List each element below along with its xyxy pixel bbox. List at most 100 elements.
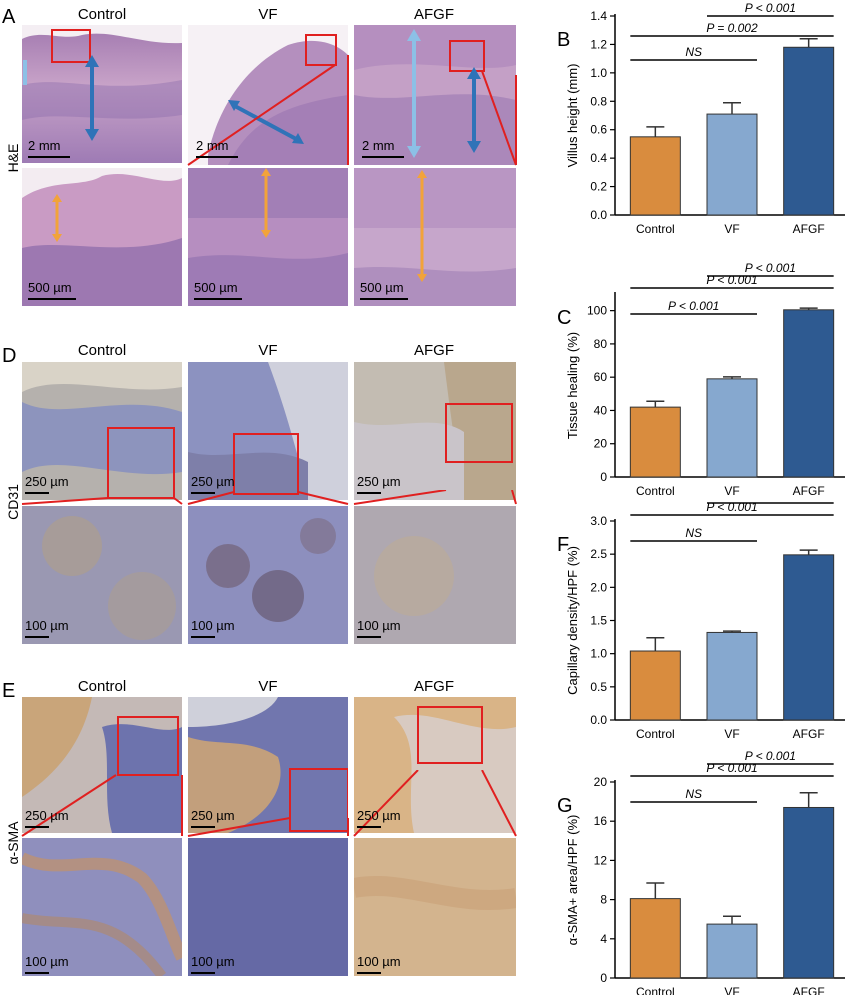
col-title-a-vf: VF	[258, 6, 278, 23]
bar-control	[629, 136, 681, 216]
significance-label: P < 0.001	[668, 299, 719, 313]
cd31-vf-zoom-image	[188, 506, 348, 644]
sma-vf-overview-image	[188, 697, 348, 833]
scale-label: 500 µm	[28, 280, 72, 295]
y-tick-label: 1.2	[590, 37, 607, 51]
y-tick-label: 1.5	[590, 614, 607, 628]
cd31-control-zoom-image	[22, 506, 182, 644]
y-tick-label: 20	[594, 437, 608, 451]
scale-bar-he-bottom-3: 500 µm	[360, 280, 408, 300]
x-tick-label: VF	[724, 484, 739, 498]
significance-label: NS	[685, 526, 702, 540]
y-tick-label: 0	[600, 470, 607, 484]
col-title-a-control: Control	[77, 6, 127, 23]
x-tick-label: Control	[636, 484, 675, 498]
sma-afgf-overview-image	[354, 697, 516, 833]
panel-letter-c: C	[557, 307, 571, 329]
panel-letter-g: G	[557, 795, 573, 817]
scale-label: 250 µm	[25, 474, 69, 489]
cd31-afgf-overview-image	[354, 362, 516, 500]
inset-connector-lines-d	[21, 490, 517, 505]
bar-vf	[706, 923, 758, 979]
scale-bar-he-top-2: 2 mm	[196, 138, 238, 158]
scale-bar-cd31-bottom-1: 100 µm	[25, 618, 69, 638]
he-afgf-zoom-image	[354, 168, 516, 306]
scale-bar-sma-bottom-2: 100 µm	[191, 954, 235, 974]
y-axis-label: α-SMA+ area/HPF (%)	[565, 815, 580, 946]
significance-label: P < 0.001	[706, 500, 757, 514]
chart-c-svg: C 0 20 40 60 80 100 Tissue healing (%) Control VF…	[557, 261, 845, 498]
chart-f-svg: F 0.0 0.5 1.0 1.5 2.0 2.5 3.0 Capillary density/…	[557, 488, 845, 741]
x-tick-label: Control	[636, 222, 675, 236]
y-axis-label: Capillary density/HPF (%)	[565, 546, 580, 695]
sma-vf-zoom-image	[188, 838, 348, 976]
chart-f: F 0.0 0.5 1.0 1.5 2.0 2.5 3.0 Capillary density/…	[525, 488, 855, 745]
scale-bar-he-top-1: 2 mm	[28, 138, 70, 158]
chart-b: B 0.0 0.2 0.4 0.6 0.8 1.0 1.2 1.4 Villus height (…	[525, 0, 855, 255]
scale-label: 2 mm	[196, 138, 229, 153]
chart-g: G 0 4 8 12 16 20 α-SMA+ area/HPF (%) Control VF AF…	[525, 745, 855, 1000]
y-tick-label: 80	[594, 337, 608, 351]
bar-afgf	[783, 806, 835, 979]
col-title-e-control: Control	[77, 678, 127, 695]
scale-label: 100 µm	[191, 618, 235, 633]
panel-letter-b: B	[557, 29, 570, 51]
he-control-overview-image	[22, 25, 182, 165]
scale-bar-cd31-top-2: 250 µm	[191, 474, 235, 494]
y-tick-label: 16	[594, 814, 608, 828]
y-tick-label: 0.0	[590, 208, 607, 222]
x-tick-label: Control	[636, 727, 675, 740]
x-tick-label: AFGF	[793, 727, 825, 740]
scale-label: 250 µm	[357, 808, 401, 823]
inset-connector-lines-a	[187, 55, 517, 166]
bar-vf	[706, 378, 758, 478]
scale-label: 500 µm	[194, 280, 238, 295]
significance-label: P < 0.001	[745, 500, 796, 502]
bar-afgf	[783, 46, 835, 216]
y-tick-label: 2.0	[590, 580, 607, 594]
col-title-a-afgf: AFGF	[414, 6, 454, 23]
y-tick-label: 12	[594, 853, 608, 867]
significance-label: NS	[685, 45, 702, 59]
scale-bar-sma-top-1: 250 µm	[25, 808, 69, 828]
y-axis-label: Villus height (mm)	[565, 64, 580, 168]
inset-connector-lines-e	[21, 770, 517, 837]
bar-afgf	[783, 309, 835, 478]
col-title-e-vf: VF	[258, 678, 278, 695]
scale-label: 250 µm	[191, 474, 235, 489]
scale-label: 100 µm	[25, 618, 69, 633]
y-tick-label: 0.0	[590, 713, 607, 727]
y-tick-label: 0.5	[590, 680, 607, 694]
y-tick-label: 1.4	[590, 9, 607, 23]
cd31-vf-overview-image	[188, 362, 348, 500]
col-title-d-vf: VF	[258, 342, 278, 359]
y-tick-label: 0.8	[590, 94, 607, 108]
y-tick-label: 0.6	[590, 123, 607, 137]
y-tick-label: 40	[594, 403, 608, 417]
sma-control-zoom-image	[22, 838, 182, 976]
scale-label: 250 µm	[25, 808, 69, 823]
he-control-zoom-image	[22, 168, 182, 306]
panel-letter-a: A	[2, 6, 16, 28]
x-tick-label: VF	[724, 222, 739, 236]
significance-label: P < 0.001	[706, 273, 757, 287]
scale-label: 2 mm	[28, 138, 61, 153]
y-tick-label: 3.0	[590, 514, 607, 528]
x-tick-label: AFGF	[793, 484, 825, 498]
significance-label: P < 0.001	[745, 749, 796, 763]
scale-bar-cd31-bottom-3: 100 µm	[357, 618, 401, 638]
bar-afgf	[783, 554, 835, 721]
scale-label: 250 µm	[191, 808, 235, 823]
scale-label: 100 µm	[357, 618, 401, 633]
scale-bar-he-top-3: 2 mm	[362, 138, 404, 158]
sma-afgf-zoom-image	[354, 838, 516, 976]
panel-letter-f: F	[557, 534, 569, 556]
col-title-d-control: Control	[77, 342, 127, 359]
y-tick-label: 1.0	[590, 647, 607, 661]
sma-control-overview-image	[22, 697, 182, 833]
y-tick-label: 20	[594, 775, 608, 789]
scale-bar-he-bottom-2: 500 µm	[194, 280, 242, 300]
y-tick-label: 2.5	[590, 547, 607, 561]
x-tick-label: VF	[724, 727, 739, 740]
col-title-e-afgf: AFGF	[414, 678, 454, 695]
